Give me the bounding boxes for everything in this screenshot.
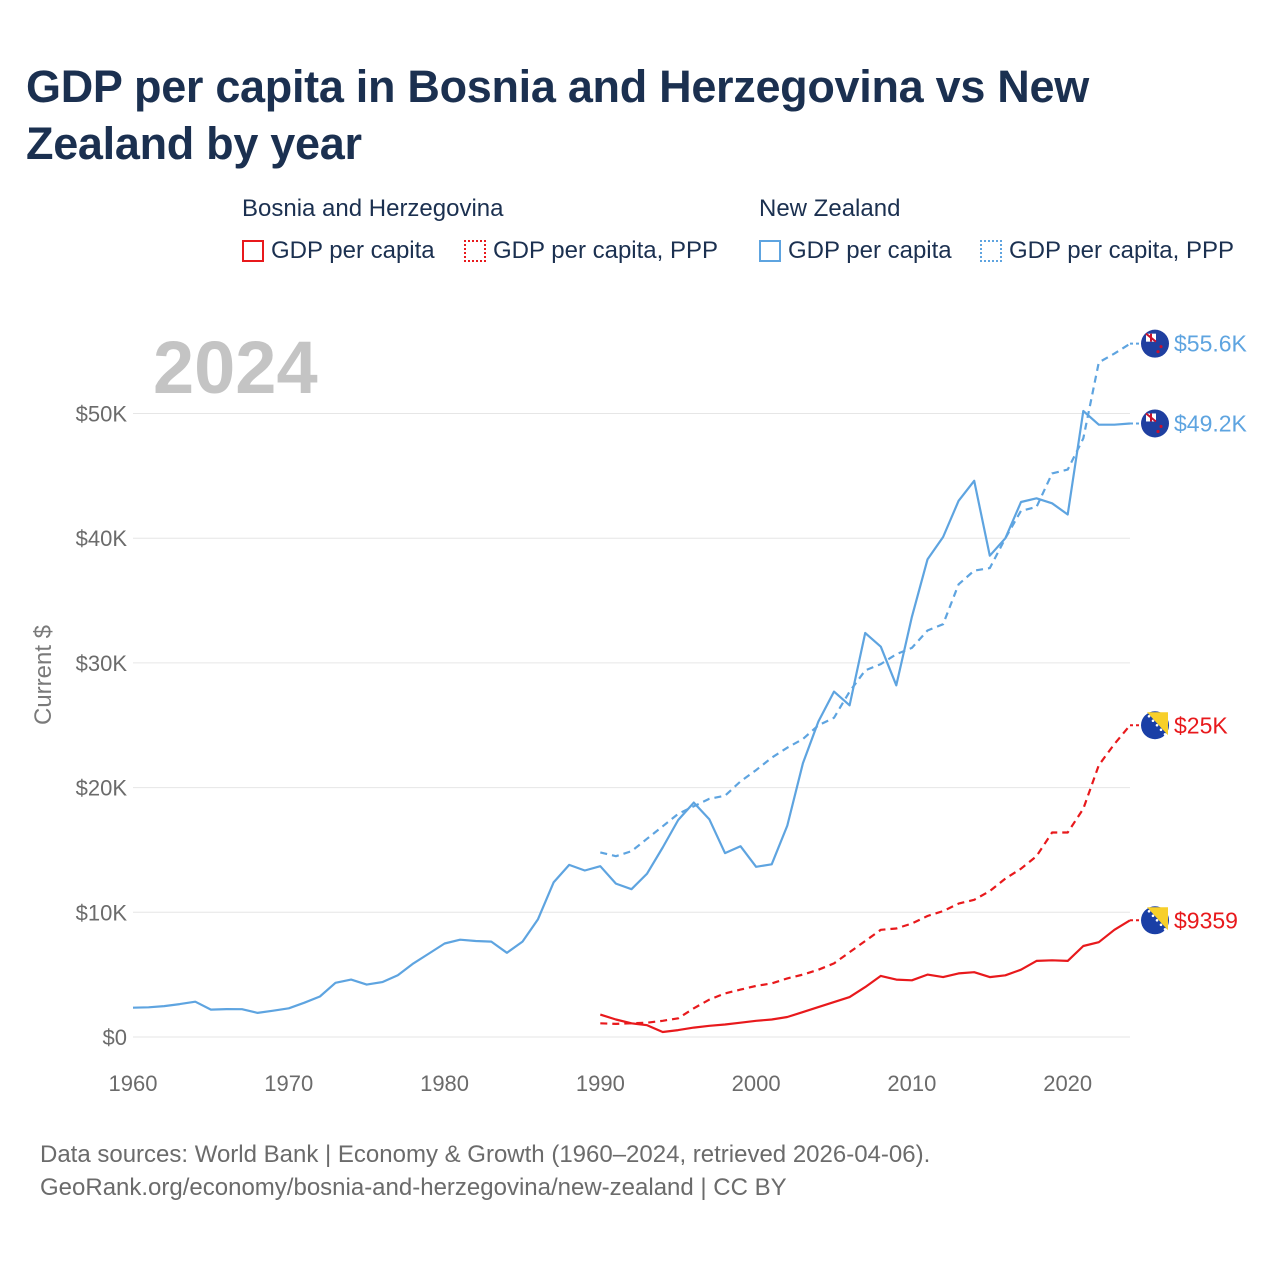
legend-swatch-new-zealand-gdp-ppp bbox=[980, 240, 1002, 262]
end-label-bosnia-and-herzegovina-gdp-per-capita-ppp: $25K bbox=[1174, 712, 1228, 738]
footer-link[interactable]: GeoRank.org/economy/bosnia-and-herzegovi… bbox=[40, 1174, 787, 1201]
series-line-new-zealand-gdp-per-capita-ppp[interactable] bbox=[600, 342, 1131, 858]
bosnia-flag-icon bbox=[1141, 711, 1169, 740]
legend-label-bosnia-gdp: GDP per capita bbox=[271, 237, 435, 264]
end-label-bosnia-and-herzegovina-gdp-per-capita: $9359 bbox=[1174, 907, 1238, 933]
series-lines bbox=[132, 342, 1131, 1034]
legend-item-bosnia-gdp[interactable]: GDP per capita bbox=[242, 236, 435, 266]
legend-swatch-new-zealand-gdp bbox=[759, 240, 781, 262]
legend-group-new-zealand: New Zealand bbox=[759, 195, 901, 222]
y-tick-label: $30K bbox=[76, 651, 128, 676]
current-year-label: 2024 bbox=[153, 326, 318, 409]
legend-label-new-zealand-gdp: GDP per capita bbox=[788, 237, 952, 264]
legend-swatch-bosnia-gdp bbox=[242, 240, 264, 262]
footer: Data sources: World Bank | Economy & Gro… bbox=[40, 1138, 930, 1204]
x-tick-label: 2000 bbox=[732, 1071, 781, 1096]
legend-label-bosnia-gdp-ppp: GDP per capita, PPP bbox=[493, 237, 718, 264]
new-zealand-flag-icon bbox=[1141, 329, 1169, 358]
end-markers: $49.2K $55.6K $9359 $25K bbox=[1130, 329, 1248, 935]
axis-ticks: $0 $10K $20K $30K $40K $50K 1960 1970 1980 1990 20… bbox=[76, 402, 1093, 1097]
x-tick-label: 2010 bbox=[887, 1071, 936, 1096]
legend-label-new-zealand-gdp-ppp: GDP per capita, PPP bbox=[1009, 237, 1234, 264]
y-axis-title: Current $ bbox=[30, 625, 57, 725]
y-tick-label: $40K bbox=[76, 526, 128, 551]
y-tick-label: $0 bbox=[103, 1025, 127, 1050]
y-tick-label: $20K bbox=[76, 776, 128, 801]
grid-lines bbox=[133, 413, 1130, 1038]
end-label-new-zealand-gdp-per-capita-ppp: $55.6K bbox=[1174, 331, 1248, 357]
end-label-new-zealand-gdp-per-capita: $49.2K bbox=[1174, 410, 1248, 436]
new-zealand-flag-icon bbox=[1141, 409, 1169, 438]
y-tick-label: $10K bbox=[76, 900, 128, 925]
series-line-bosnia-and-herzegovina-gdp-per-capita[interactable] bbox=[599, 919, 1131, 1034]
legend-swatch-bosnia-gdp-ppp bbox=[464, 240, 486, 262]
x-tick-label: 1960 bbox=[109, 1071, 158, 1096]
legend-item-bosnia-gdp-ppp[interactable]: GDP per capita, PPP bbox=[464, 236, 718, 266]
series-line-new-zealand-gdp-per-capita[interactable] bbox=[132, 409, 1131, 1015]
x-tick-label: 1990 bbox=[576, 1071, 625, 1096]
legend-item-new-zealand-gdp-ppp[interactable]: GDP per capita, PPP bbox=[980, 236, 1234, 266]
x-tick-label: 2020 bbox=[1043, 1071, 1092, 1096]
x-tick-label: 1980 bbox=[420, 1071, 469, 1096]
x-tick-label: 1970 bbox=[264, 1071, 313, 1096]
footer-sources: Data sources: World Bank | Economy & Gro… bbox=[40, 1141, 931, 1168]
legend-item-new-zealand-gdp[interactable]: GDP per capita bbox=[759, 236, 952, 266]
y-tick-label: $50K bbox=[76, 402, 128, 427]
legend-group-bosnia: Bosnia and Herzegovina bbox=[242, 195, 504, 222]
chart-title: GDP per capita in Bosnia and Herzegovina… bbox=[26, 61, 1089, 169]
series-line-bosnia-and-herzegovina-gdp-per-capita-ppp[interactable] bbox=[600, 724, 1131, 1026]
bosnia-flag-icon bbox=[1141, 906, 1169, 935]
